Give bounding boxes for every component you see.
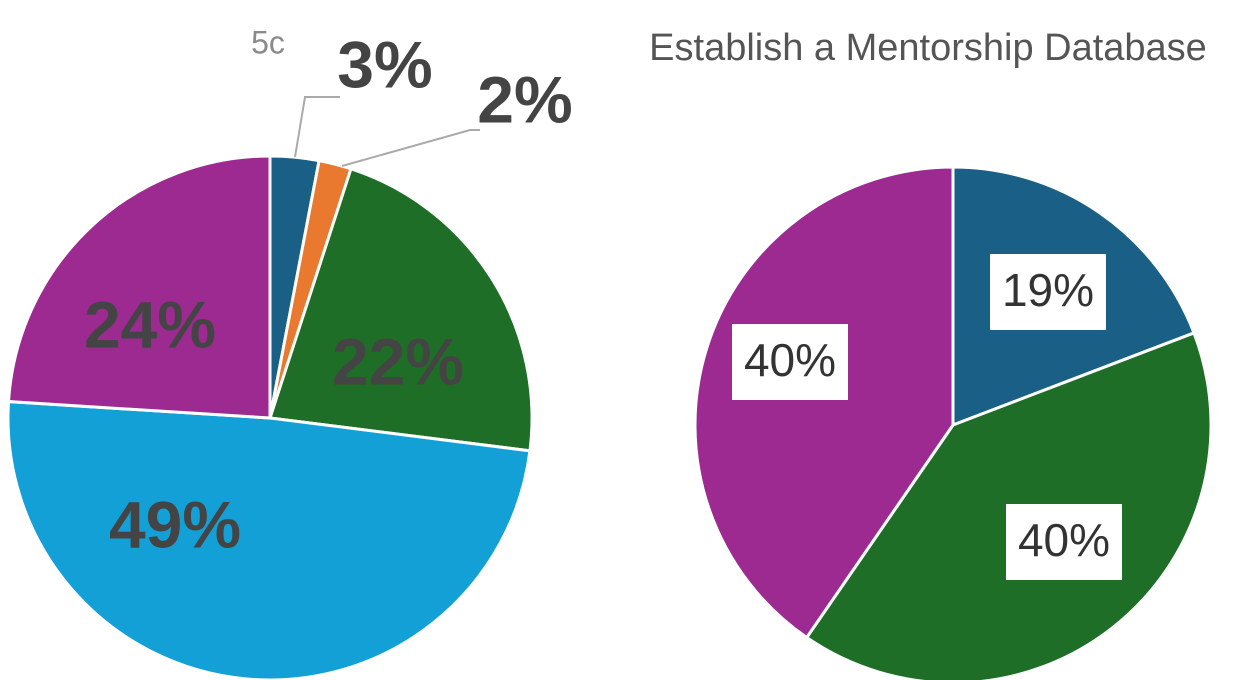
data-label: 40% bbox=[1018, 514, 1110, 566]
data-label: 24% bbox=[84, 287, 216, 361]
data-label: 19% bbox=[1002, 264, 1094, 316]
pie-slice bbox=[268, 166, 534, 453]
data-label: 3% bbox=[337, 27, 432, 101]
pie-slice bbox=[693, 165, 955, 640]
chart-title: Establish a Mentorship Database bbox=[649, 27, 1207, 69]
pie-slice bbox=[6, 399, 532, 680]
leader-line bbox=[294, 96, 340, 158]
data-label: 40% bbox=[744, 334, 836, 386]
label-box bbox=[1006, 504, 1122, 580]
label-box bbox=[732, 324, 848, 400]
data-label: 22% bbox=[332, 324, 464, 398]
label-box bbox=[990, 254, 1106, 330]
pie-slice bbox=[6, 154, 272, 420]
data-label: 2% bbox=[477, 62, 572, 136]
leader-line bbox=[341, 129, 480, 167]
chart-title: 5c bbox=[251, 24, 285, 60]
data-label: 49% bbox=[109, 487, 241, 561]
